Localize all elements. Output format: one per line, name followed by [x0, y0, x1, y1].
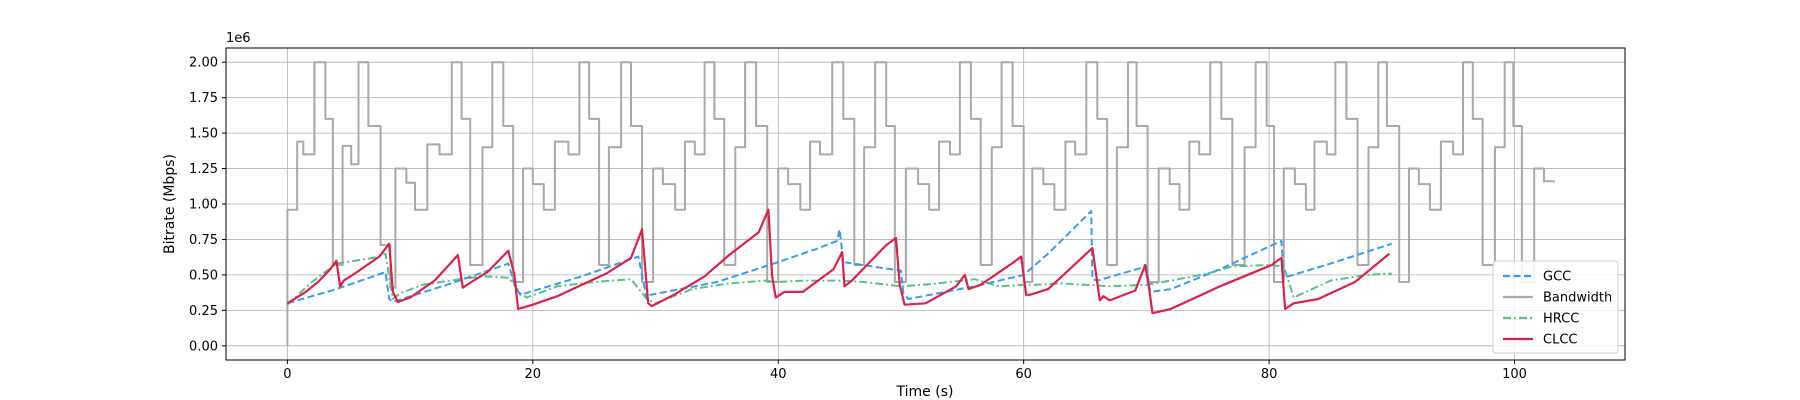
- y-tick-label: 1.75: [189, 91, 218, 106]
- y-tick-label: 0.25: [189, 304, 218, 319]
- series-line-clcc: [286, 208, 1391, 315]
- legend-label-gcc: GCC: [1543, 270, 1571, 285]
- y-tick-label: 0.00: [189, 339, 218, 354]
- series-line-hrcc: [286, 252, 1392, 306]
- x-tick-label: 60: [1015, 367, 1032, 382]
- series-layer: [286, 61, 1555, 346]
- grid: [226, 48, 1625, 360]
- y-tick-label: 1.50: [189, 127, 218, 142]
- x-tick-label: 20: [525, 367, 542, 382]
- x-tick-label: 40: [770, 367, 787, 382]
- y-tick-label: 1.25: [189, 162, 218, 177]
- x-tick-label: 80: [1261, 367, 1278, 382]
- legend-label-hrcc: HRCC: [1543, 312, 1579, 327]
- x-axis-label: Time (s): [896, 384, 954, 400]
- y-tick-label: 1.00: [189, 198, 218, 213]
- series-line-bandwidth: [286, 61, 1555, 346]
- y-tick-label: 2.00: [189, 56, 218, 71]
- x-tick-label: 100: [1502, 367, 1527, 382]
- y-axis-label: Bitrate (Mbps): [162, 154, 178, 254]
- series-line-gcc: [287, 210, 1393, 305]
- legend-label-bandwidth: Bandwidth: [1543, 291, 1612, 306]
- y-tick-label: 0.50: [189, 268, 218, 283]
- y-offset-label: 1e6: [226, 31, 251, 46]
- x-tick-label: 0: [283, 367, 291, 382]
- legend: GCC Bandwidth HRCC CLCC: [1492, 260, 1619, 354]
- ticks: 0 20 40 60 80 100 0.00 0.25 0.50 0.75 1.00 1.25 1.50…: [189, 56, 1527, 382]
- y-tick-label: 0.75: [189, 233, 218, 248]
- legend-box: [1492, 260, 1619, 354]
- legend-label-clcc: CLCC: [1543, 333, 1577, 348]
